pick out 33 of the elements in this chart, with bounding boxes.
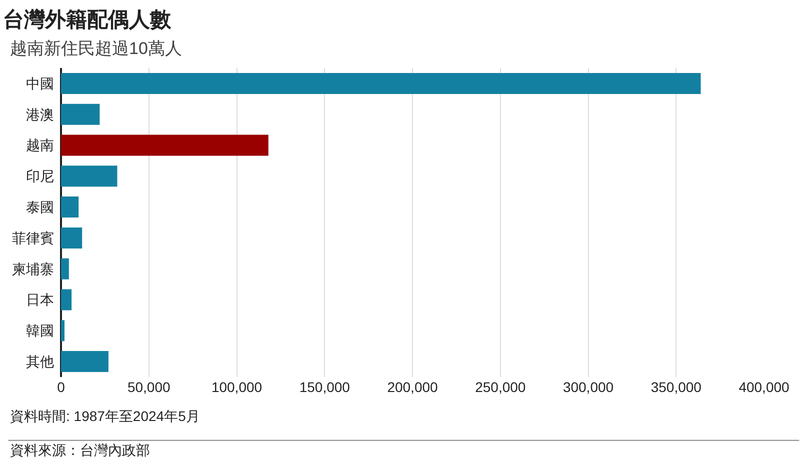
y-tick-label: 韓國 bbox=[26, 322, 54, 339]
bar bbox=[61, 289, 72, 310]
y-tick-label: 其他 bbox=[26, 353, 54, 370]
bar bbox=[61, 258, 69, 280]
bar bbox=[61, 227, 82, 248]
y-tick-label: 港澳 bbox=[26, 106, 54, 122]
chart-title: 台灣外籍配偶人數 bbox=[3, 7, 172, 32]
bar bbox=[61, 104, 100, 125]
y-tick-label: 中國 bbox=[26, 75, 54, 92]
source-note: 資料來源：台灣內政部 bbox=[10, 442, 150, 458]
x-tick-label: 250,000 bbox=[475, 379, 526, 395]
y-tick-label: 柬埔寨 bbox=[12, 260, 54, 277]
x-tick-label: 0 bbox=[57, 379, 66, 395]
x-tick-label: 200,000 bbox=[387, 379, 438, 395]
x-tick-label: 350,000 bbox=[650, 379, 702, 395]
x-tick-label: 100,000 bbox=[211, 379, 262, 395]
x-tick-label: 400,000 bbox=[738, 379, 790, 395]
bar bbox=[61, 72, 701, 94]
y-tick-label: 越南 bbox=[26, 137, 54, 154]
bar bbox=[61, 134, 268, 156]
bar bbox=[61, 166, 118, 187]
x-tick-label: 150,000 bbox=[299, 379, 350, 395]
text: 資料時間: 1987年至2024年5月 bbox=[10, 408, 200, 424]
y-tick-label: 日本 bbox=[26, 292, 54, 308]
bar bbox=[61, 351, 108, 372]
bar bbox=[61, 196, 79, 218]
y-tick-label: 菲律賓 bbox=[12, 230, 54, 246]
x-tick-label: 300,000 bbox=[562, 379, 614, 395]
y-tick-label: 泰國 bbox=[26, 198, 54, 215]
y-tick-label: 印尼 bbox=[26, 168, 54, 184]
chart-subtitle: 越南新住民超過10萬人 bbox=[10, 39, 182, 58]
bar bbox=[61, 320, 65, 342]
x-tick-label: 50,000 bbox=[127, 379, 170, 395]
